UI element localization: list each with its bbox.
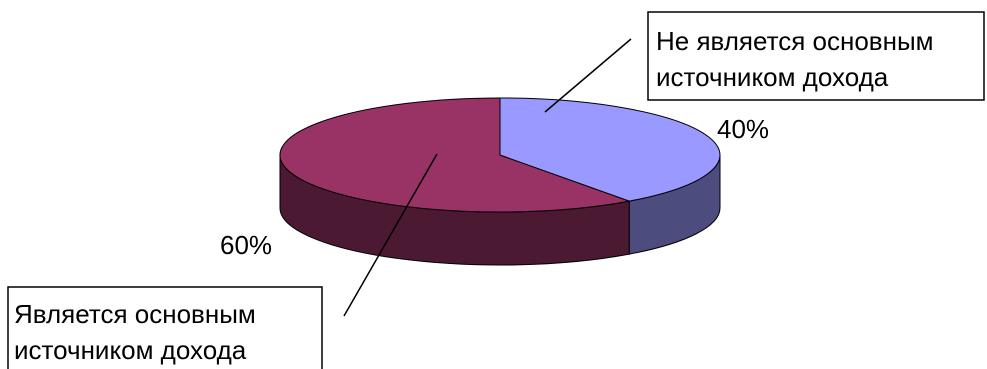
callout-1: Не является основным источником дохода [647,11,985,101]
slice-top-1 [499,97,721,202]
callout-2-box [7,286,323,369]
callout-2: Является основным источником дохода [7,286,323,369]
pie-tops [279,97,721,213]
callout-1-box [647,11,985,101]
percent-label-2: 60% [220,230,272,260]
callout-1-line-1: Не является основным [656,26,934,56]
callout-2-line-2: источником дохода [14,335,247,365]
leader-line-2 [343,153,438,317]
callout-2-line-1: Является основным [14,299,256,329]
slice-top-2 [279,97,632,213]
percent-label-1: 40% [717,114,769,144]
leader-line-1 [544,38,632,113]
callout-1-line-2: источником дохода [656,62,889,92]
